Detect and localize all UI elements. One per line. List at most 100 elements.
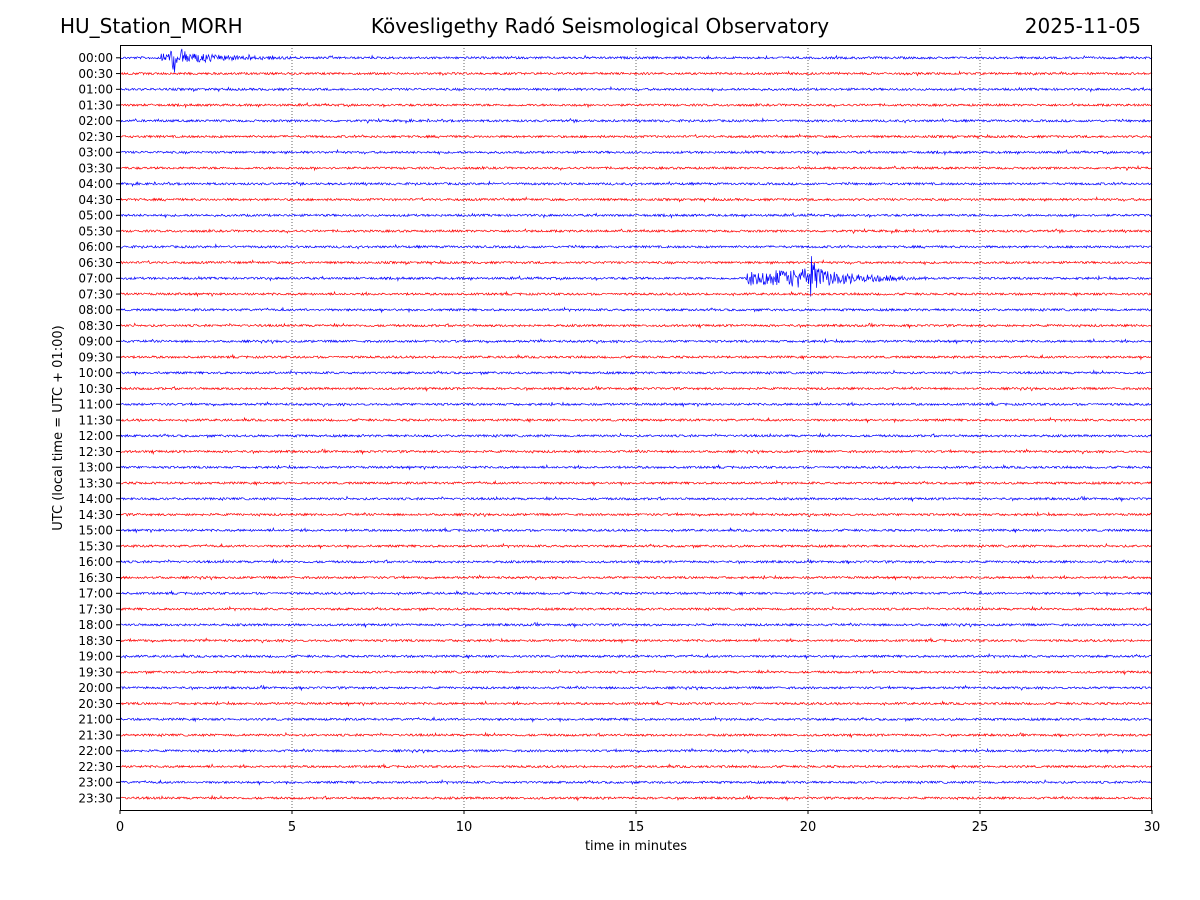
row-label: 20:00: [78, 681, 113, 695]
row-label: 21:30: [78, 728, 113, 742]
trace-2030: [119, 700, 1153, 707]
row-label: 00:30: [78, 67, 113, 81]
trace-0600: [119, 243, 1153, 250]
row-label: 16:30: [78, 571, 113, 585]
trace-0030: [119, 70, 1153, 77]
row-label: 13:00: [78, 461, 113, 475]
trace-0730: [119, 290, 1153, 298]
row-label: 06:00: [78, 240, 113, 254]
trace-0630: [119, 259, 1153, 266]
trace-1900: [119, 652, 1153, 660]
row-label: 23:00: [78, 776, 113, 790]
trace-1230: [119, 448, 1153, 456]
trace-0900: [119, 337, 1153, 345]
trace-1700: [119, 589, 1153, 597]
station-name: HU_Station_MORH: [60, 14, 243, 38]
trace-1000: [119, 369, 1153, 377]
row-label: 06:30: [78, 256, 113, 270]
row-label: 05:00: [78, 209, 113, 223]
row-label: 15:00: [78, 524, 113, 538]
trace-0930: [119, 353, 1153, 361]
y-axis-label: UTC (local time = UTC + 01:00): [51, 325, 66, 530]
row-label: 03:30: [78, 161, 113, 175]
trace-2100: [119, 715, 1153, 723]
row-label: 12:30: [78, 445, 113, 459]
trace-1930: [119, 668, 1153, 676]
x-tick-label: 0: [116, 820, 124, 835]
seismic-traces: [119, 48, 1153, 802]
row-label: 08:00: [78, 303, 113, 317]
trace-0430: [119, 196, 1153, 203]
x-axis-ticks: 0 5 10 15 20 25 30: [116, 810, 1160, 835]
x-tick-label: 30: [1144, 820, 1161, 835]
row-label: 22:30: [78, 760, 113, 774]
row-label: 20:30: [78, 697, 113, 711]
trace-2130: [119, 731, 1153, 739]
row-label: 01:00: [78, 83, 113, 97]
row-label: 11:30: [78, 413, 113, 427]
x-tick-label: 10: [456, 820, 473, 835]
row-label: 08:30: [78, 319, 113, 333]
trace-2300: [119, 778, 1153, 786]
gridlines: [291, 45, 981, 810]
x-tick-label: 25: [972, 820, 989, 835]
row-label: 18:00: [78, 618, 113, 632]
trace-1630: [119, 574, 1153, 581]
row-label: 00:00: [78, 51, 113, 65]
trace-1830: [119, 637, 1153, 644]
trace-1400: [119, 495, 1153, 503]
trace-0400: [119, 180, 1153, 188]
trace-0530: [119, 227, 1153, 235]
trace-0500: [119, 212, 1153, 219]
row-label: 13:30: [78, 476, 113, 490]
trace-1100: [119, 400, 1153, 408]
row-label: 15:30: [78, 539, 113, 553]
row-label: 17:00: [78, 587, 113, 601]
plot-frame: [120, 45, 1152, 811]
trace-0800: [119, 306, 1153, 314]
trace-2230: [119, 763, 1153, 770]
trace-0200: [119, 117, 1153, 125]
trace-0100: [119, 85, 1153, 93]
trace-1800: [119, 621, 1153, 629]
trace-1030: [119, 385, 1153, 393]
row-label: 07:30: [78, 287, 113, 301]
row-label: 03:00: [78, 146, 113, 160]
trace-0130: [119, 101, 1153, 109]
row-label: 21:00: [78, 713, 113, 727]
row-label: 04:30: [78, 193, 113, 207]
trace-1200: [119, 432, 1153, 439]
row-label: 01:30: [78, 98, 113, 112]
row-label: 12:00: [78, 429, 113, 443]
trace-0830: [119, 322, 1153, 330]
row-label: 11:00: [78, 398, 113, 412]
row-label: 10:30: [78, 382, 113, 396]
trace-0330: [119, 164, 1153, 172]
row-label: 05:30: [78, 224, 113, 238]
trace-1130: [119, 416, 1153, 424]
trace-1330: [119, 479, 1153, 487]
row-label: 22:00: [78, 744, 113, 758]
row-label: 17:30: [78, 602, 113, 616]
trace-0300: [119, 148, 1153, 156]
x-axis-label: time in minutes: [585, 839, 687, 854]
row-label: 02:00: [78, 114, 113, 128]
trace-2330: [119, 794, 1153, 802]
observatory-title: Kövesligethy Radó Seismological Observat…: [370, 14, 830, 38]
row-label: 07:00: [78, 272, 113, 286]
x-tick-label: 20: [800, 820, 817, 835]
trace-1430: [119, 511, 1153, 518]
x-tick-label: 5: [288, 820, 296, 835]
trace-1300: [119, 463, 1153, 471]
trace-0230: [119, 133, 1153, 140]
row-label: 19:00: [78, 650, 113, 664]
row-label: 10:00: [78, 366, 113, 380]
row-label: 14:00: [78, 492, 113, 506]
trace-0000: [119, 48, 1153, 73]
trace-1530: [119, 542, 1153, 550]
date-label: 2025-11-05: [1024, 14, 1141, 38]
row-label: 14:30: [78, 508, 113, 522]
row-label: 09:00: [78, 335, 113, 349]
